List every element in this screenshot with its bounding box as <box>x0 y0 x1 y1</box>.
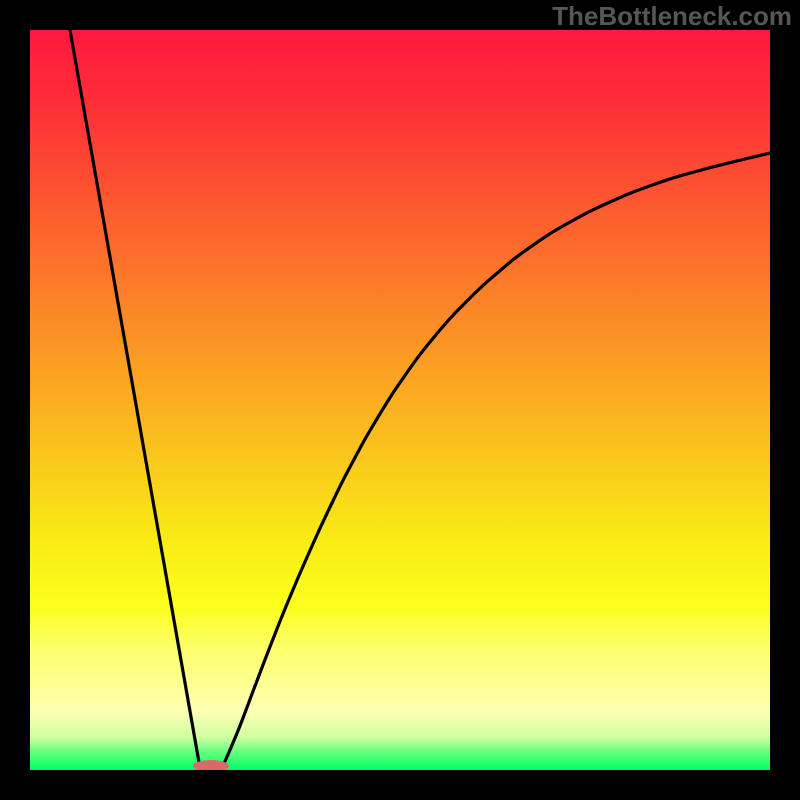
watermark-text: TheBottleneck.com <box>552 1 792 32</box>
chart-container: TheBottleneck.com <box>0 0 800 800</box>
chart-svg <box>0 0 800 800</box>
plot-background <box>30 30 770 770</box>
